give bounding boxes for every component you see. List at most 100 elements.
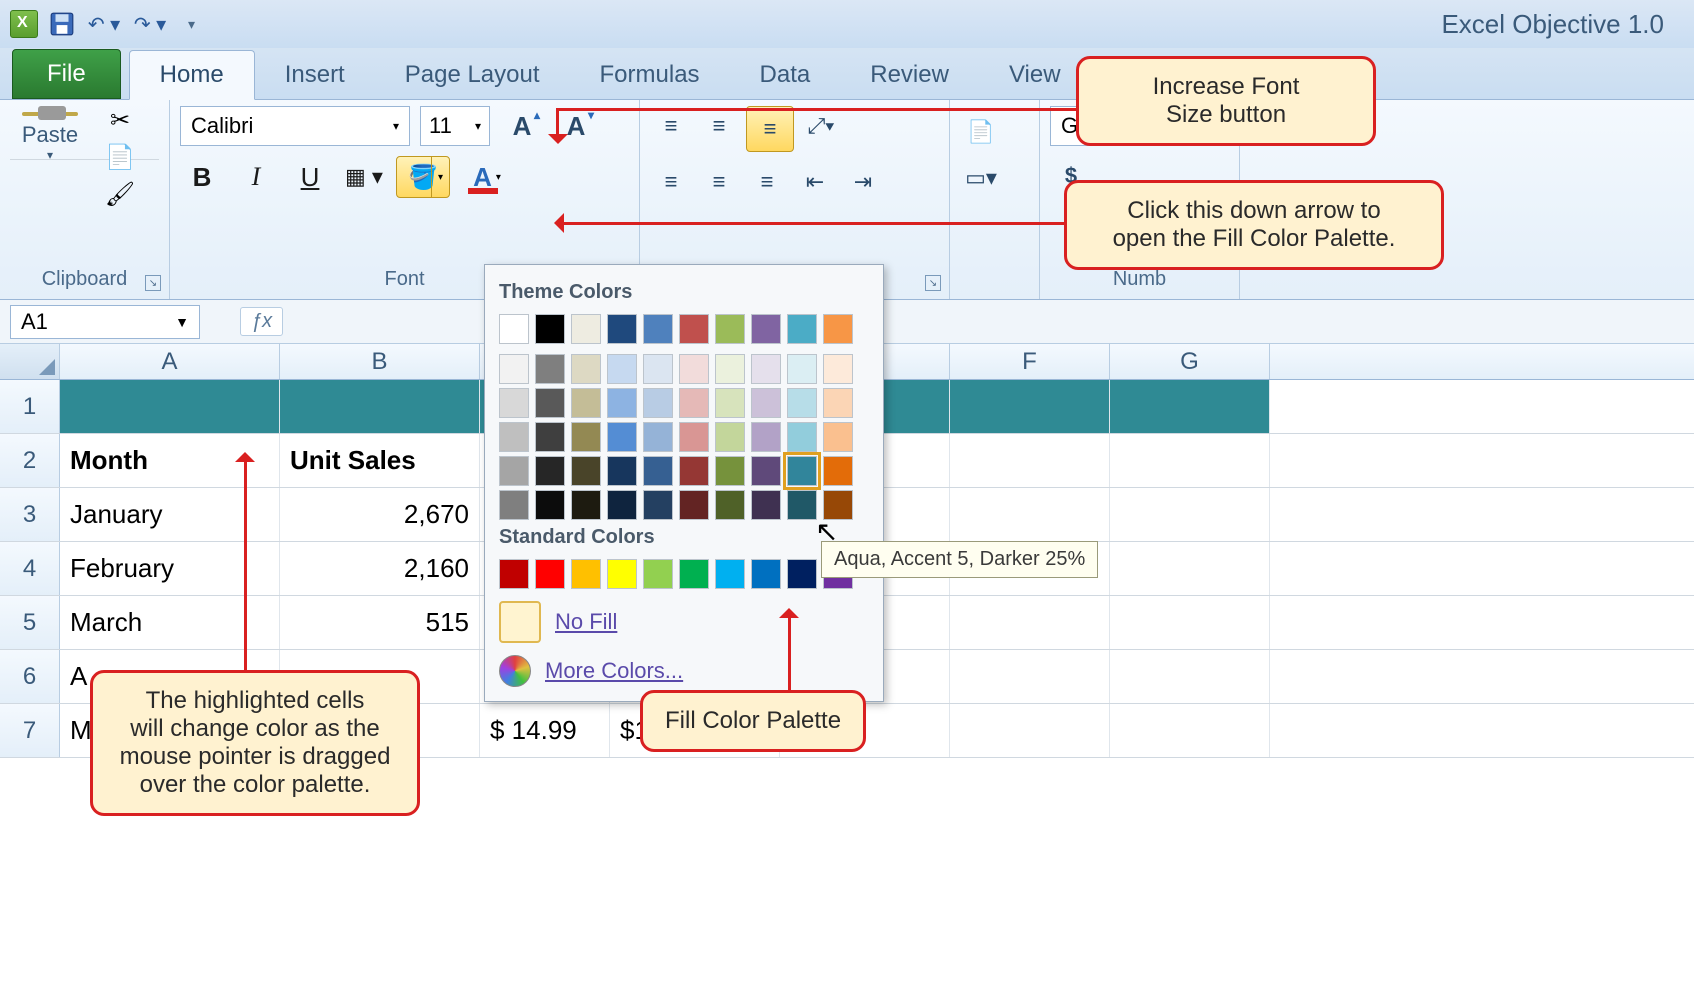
color-swatch[interactable]: [679, 490, 709, 520]
color-swatch[interactable]: [787, 388, 817, 418]
file-tab[interactable]: File: [12, 49, 121, 99]
column-header[interactable]: B: [280, 344, 480, 379]
no-fill-option[interactable]: No Fill: [499, 601, 869, 643]
column-header[interactable]: G: [1110, 344, 1270, 379]
alignment-launcher-icon[interactable]: ↘: [925, 275, 941, 291]
color-swatch[interactable]: [787, 559, 817, 589]
color-swatch[interactable]: [823, 456, 853, 486]
fx-icon[interactable]: ƒx: [240, 307, 283, 336]
color-swatch[interactable]: [751, 422, 781, 452]
row-header[interactable]: 4: [0, 542, 60, 595]
color-swatch[interactable]: [535, 422, 565, 452]
color-swatch[interactable]: [535, 490, 565, 520]
row-header[interactable]: 3: [0, 488, 60, 541]
color-swatch[interactable]: [679, 422, 709, 452]
tab-data[interactable]: Data: [730, 51, 841, 99]
cell[interactable]: [1110, 542, 1270, 595]
color-swatch[interactable]: [715, 314, 745, 344]
color-swatch[interactable]: [571, 314, 601, 344]
cell[interactable]: $ 14.99: [480, 704, 610, 757]
cell[interactable]: [950, 596, 1110, 649]
color-swatch[interactable]: [823, 422, 853, 452]
color-swatch[interactable]: [643, 422, 673, 452]
format-painter-icon[interactable]: 🖌: [100, 180, 140, 209]
cell[interactable]: [60, 380, 280, 433]
color-swatch[interactable]: [715, 456, 745, 486]
row-header[interactable]: 7: [0, 704, 60, 757]
align-bottom-icon[interactable]: ≡: [749, 109, 791, 149]
excel-app-icon[interactable]: [10, 10, 38, 38]
color-swatch[interactable]: [823, 490, 853, 520]
color-swatch[interactable]: [643, 388, 673, 418]
increase-font-size-button[interactable]: A: [500, 106, 544, 146]
color-swatch[interactable]: [787, 490, 817, 520]
row-header[interactable]: 2: [0, 434, 60, 487]
color-swatch[interactable]: [643, 314, 673, 344]
merge-center-icon[interactable]: ▭▾: [960, 158, 1002, 198]
name-box[interactable]: A1▼: [10, 305, 200, 339]
color-swatch[interactable]: [607, 354, 637, 384]
align-center-icon[interactable]: ≡: [698, 162, 740, 202]
cell[interactable]: [950, 488, 1110, 541]
color-swatch[interactable]: [571, 354, 601, 384]
color-swatch[interactable]: [499, 422, 529, 452]
wrap-text-icon[interactable]: 📄: [960, 112, 1002, 152]
cell[interactable]: 515: [280, 596, 480, 649]
cell[interactable]: [280, 380, 480, 433]
cell[interactable]: [950, 650, 1110, 703]
cell[interactable]: [1110, 596, 1270, 649]
cell[interactable]: March: [60, 596, 280, 649]
column-header[interactable]: F: [950, 344, 1110, 379]
fill-color-dropdown-icon[interactable]: ▾: [431, 157, 449, 197]
color-swatch[interactable]: [751, 388, 781, 418]
align-middle-icon[interactable]: ≡: [698, 106, 740, 146]
color-swatch[interactable]: [607, 559, 637, 589]
color-swatch[interactable]: [607, 314, 637, 344]
color-swatch[interactable]: [715, 354, 745, 384]
color-swatch[interactable]: [607, 456, 637, 486]
row-header[interactable]: 1: [0, 380, 60, 433]
color-swatch[interactable]: [679, 559, 709, 589]
color-swatch[interactable]: [751, 314, 781, 344]
color-swatch[interactable]: [823, 354, 853, 384]
save-icon[interactable]: [48, 10, 76, 38]
color-swatch[interactable]: [787, 456, 817, 486]
cell[interactable]: [950, 704, 1110, 757]
color-swatch[interactable]: [499, 388, 529, 418]
color-swatch[interactable]: [607, 388, 637, 418]
tab-home[interactable]: Home: [129, 50, 255, 100]
color-swatch[interactable]: [787, 354, 817, 384]
color-swatch[interactable]: [643, 456, 673, 486]
color-swatch[interactable]: [535, 354, 565, 384]
color-swatch[interactable]: [679, 388, 709, 418]
color-swatch[interactable]: [571, 388, 601, 418]
color-swatch[interactable]: [643, 490, 673, 520]
color-swatch[interactable]: [499, 314, 529, 344]
font-size-select[interactable]: 11▾: [420, 106, 490, 146]
qat-customize-icon[interactable]: ▾: [188, 16, 195, 33]
color-swatch[interactable]: [499, 559, 529, 589]
select-all-corner[interactable]: [0, 344, 60, 379]
decrease-indent-icon[interactable]: ⇤: [794, 162, 836, 202]
align-left-icon[interactable]: ≡: [650, 162, 692, 202]
color-swatch[interactable]: [499, 490, 529, 520]
more-colors-option[interactable]: More Colors...: [499, 655, 869, 687]
color-swatch[interactable]: [571, 559, 601, 589]
color-swatch[interactable]: [715, 490, 745, 520]
undo-icon[interactable]: ↶ ▾: [86, 10, 122, 38]
color-swatch[interactable]: [715, 559, 745, 589]
redo-icon[interactable]: ↷ ▾: [132, 10, 168, 38]
font-name-select[interactable]: Calibri▾: [180, 106, 410, 146]
color-swatch[interactable]: [823, 388, 853, 418]
cell[interactable]: [1110, 434, 1270, 487]
align-right-icon[interactable]: ≡: [746, 162, 788, 202]
color-swatch[interactable]: [679, 314, 709, 344]
cell[interactable]: 2,160: [280, 542, 480, 595]
font-color-button[interactable]: A▾: [460, 156, 514, 198]
color-swatch[interactable]: [571, 490, 601, 520]
color-swatch[interactable]: [679, 354, 709, 384]
tab-formulas[interactable]: Formulas: [570, 51, 730, 99]
align-top-icon[interactable]: ≡: [650, 106, 692, 146]
cell[interactable]: [1110, 650, 1270, 703]
color-swatch[interactable]: [571, 456, 601, 486]
